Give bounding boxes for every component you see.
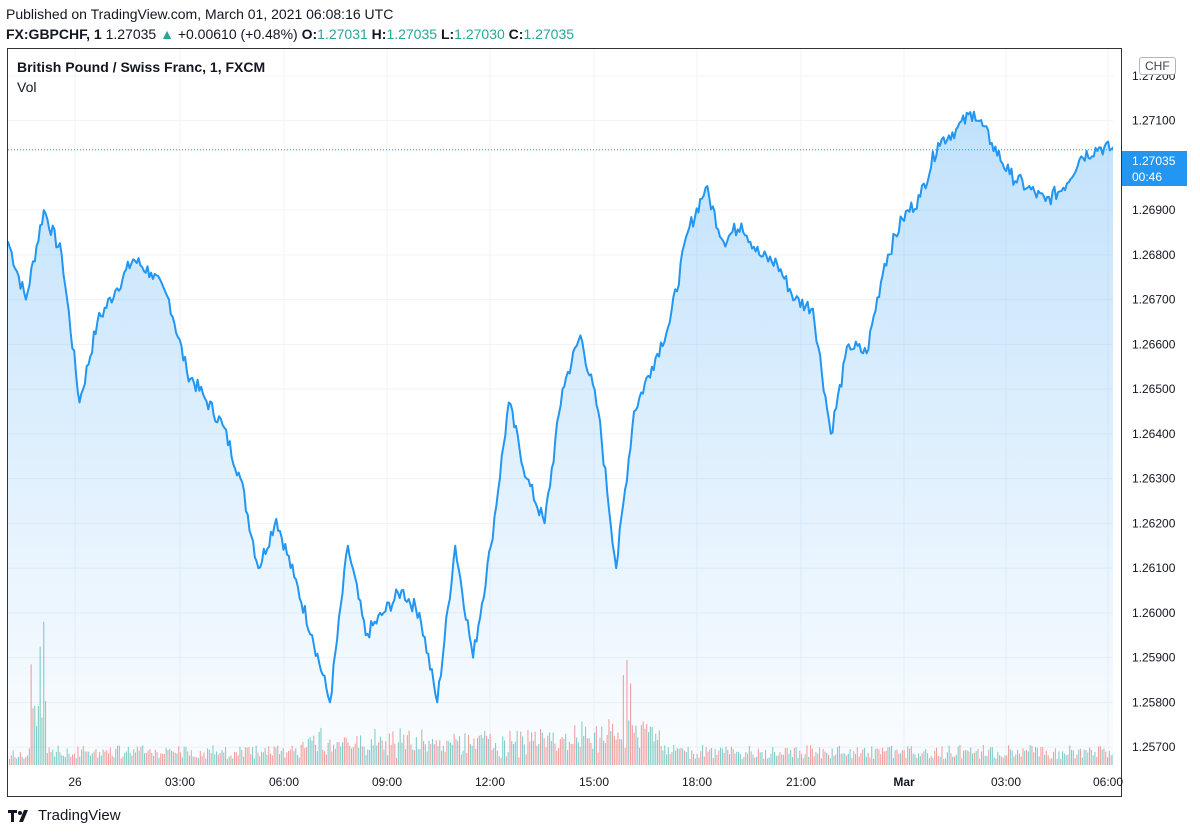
x-tick-label: 12:00 (475, 775, 505, 789)
x-tick-label: 26 (68, 775, 82, 789)
x-tick-label: 06:00 (269, 775, 299, 789)
high-value: 1.27035 (386, 26, 438, 42)
y-tick-label: 1.27100 (1132, 114, 1176, 128)
y-tick-label: 1.26000 (1132, 606, 1176, 620)
legend-title: British Pound / Swiss Franc, 1, FXCM (17, 59, 266, 75)
symbol-label: FX:GBPCHF, 1 (6, 26, 102, 42)
y-tick-label: 1.26500 (1132, 382, 1176, 396)
footer-brand[interactable]: TradingView (6, 807, 121, 824)
y-tick-label: 1.26100 (1132, 561, 1176, 575)
price-line (8, 110, 1113, 704)
x-tick-label: 06:00 (1093, 775, 1123, 789)
y-tick-label: 1.25900 (1132, 651, 1176, 665)
x-tick-label: 03:00 (991, 775, 1021, 789)
up-arrow-icon: ▲ (160, 26, 174, 42)
current-price-value: 1.27035 (1132, 154, 1176, 168)
published-caption: Published on TradingView.com, March 01, … (6, 6, 394, 22)
x-tick-label: 18:00 (682, 775, 712, 789)
open-value: 1.27031 (317, 26, 368, 42)
y-tick-label: 1.26600 (1132, 337, 1176, 351)
price-series (8, 110, 1113, 765)
price-area (8, 111, 1113, 765)
brand-name: TradingView (38, 807, 121, 824)
volume-bar (1116, 755, 1117, 765)
close-label: C: (508, 26, 524, 42)
close-value: 1.27035 (523, 26, 575, 42)
x-tick-label: Mar (893, 775, 915, 789)
y-tick-label: 1.26300 (1132, 472, 1176, 486)
y-tick-label: 1.26200 (1132, 516, 1176, 530)
x-tick-label: 09:00 (372, 775, 402, 789)
y-tick-label: 1.25700 (1132, 740, 1176, 754)
low-label: L: (440, 26, 455, 42)
high-label: H: (371, 26, 387, 42)
countdown-timer: 00:46 (1132, 170, 1163, 184)
y-tick-label: 1.26900 (1132, 203, 1176, 217)
y-tick-label: 1.26800 (1132, 248, 1176, 262)
x-tick-label: 03:00 (165, 775, 195, 789)
current-price-tag: 1.27035 00:46 (1122, 151, 1187, 186)
x-tick-label: 21:00 (786, 775, 816, 789)
legend-vol: Vol (17, 79, 37, 95)
quote-line: FX:GBPCHF, 1 1.27035 ▲ +0.00610 (+0.48%)… (6, 26, 574, 42)
low-value: 1.27030 (454, 26, 505, 42)
y-tick-label: 1.25800 (1132, 695, 1176, 709)
x-axis: 26 03:00 06:00 09:00 12:00 15:00 18:00 21:00 Mar… (68, 775, 1123, 789)
x-tick-label: 15:00 (579, 775, 609, 789)
open-label: O: (301, 26, 318, 42)
currency-button[interactable]: CHF (1139, 57, 1176, 75)
volume-bar (1114, 746, 1115, 765)
chart-frame[interactable] (7, 48, 1122, 797)
y-tick-label: 1.26700 (1132, 293, 1176, 307)
tradingview-logo-icon (8, 809, 28, 822)
last-price: 1.27035 (105, 26, 157, 42)
y-tick-label: 1.26400 (1132, 427, 1176, 441)
change-value: +0.00610 (+0.48%) (177, 26, 298, 42)
